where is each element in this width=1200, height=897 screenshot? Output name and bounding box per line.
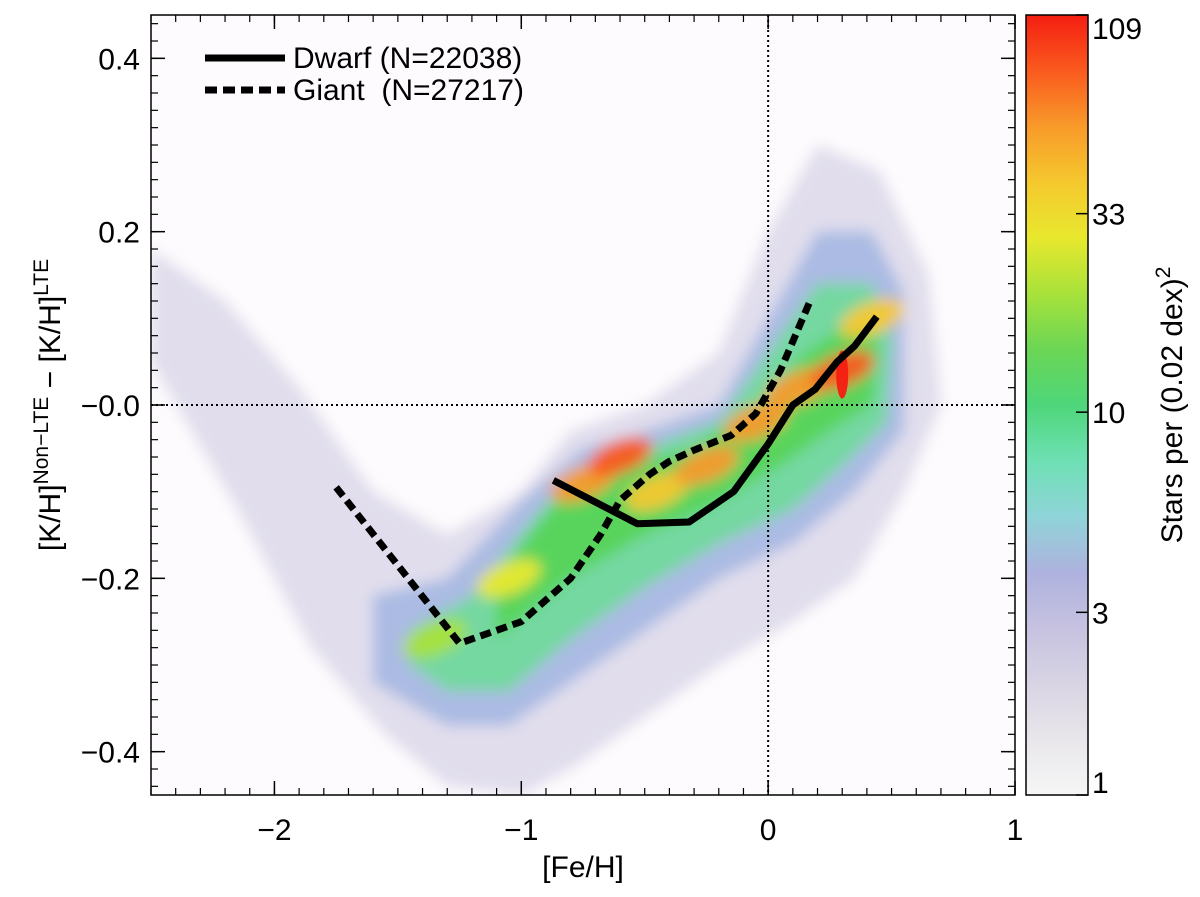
y-axis-title-sup-2: LTE <box>30 259 53 296</box>
colorbar-tick-label: 1 <box>1092 767 1109 800</box>
y-axis-title-part-2: − [K/H] <box>34 296 67 397</box>
density-blurred <box>151 145 941 795</box>
y-tick-label: −0.2 <box>81 563 140 596</box>
colorbar: 1 3 10 33 109 Stars per (0.02 dex)2 <box>1025 13 1189 800</box>
x-axis-title: [Fe/H] <box>542 851 624 884</box>
density-halo <box>151 145 941 795</box>
y-axis-title-sup-1: Non−LTE <box>30 397 53 485</box>
density-map <box>151 145 941 795</box>
series-line-giant <box>333 299 814 647</box>
density-peak <box>402 619 467 659</box>
series-line-dwarf <box>551 314 880 528</box>
colorbar-title: Stars per (0.02 dex)2 <box>1152 267 1189 544</box>
colorbar-gradient <box>1026 15 1088 795</box>
y-axis-title: [K/H]Non−LTE − [K/H]LTE <box>30 259 67 551</box>
y-axis-title-part-1: [K/H] <box>34 484 67 551</box>
colorbar-tick-label: 10 <box>1092 397 1125 430</box>
colorbar-title-sup: 2 <box>1152 267 1175 279</box>
density-peak <box>587 437 653 477</box>
colorbar-tick-label: 33 <box>1092 199 1125 232</box>
legend-dwarf-label: Dwarf (N=22038) <box>293 42 522 75</box>
colorbar-tick-label: 3 <box>1092 597 1109 630</box>
x-tick-label: 0 <box>760 814 777 847</box>
colorbar-ticks: 1 3 10 33 109 <box>1076 13 1142 800</box>
x-tick-label: 1 <box>1007 814 1024 847</box>
y-tick-label: −0.4 <box>81 737 140 770</box>
legend: Dwarf (N=22038) Giant (N=27217) <box>205 42 524 107</box>
series-lines <box>333 299 880 647</box>
colorbar-title-text: Stars per (0.02 dex) <box>1156 278 1189 543</box>
colorbar-frame <box>1025 14 1089 796</box>
colorbar-tick-label: 109 <box>1092 13 1142 46</box>
x-tick-label: −1 <box>504 814 538 847</box>
y-tick-label: 0.4 <box>98 43 140 76</box>
x-tick-label: −2 <box>257 814 291 847</box>
reference-lines <box>151 15 1015 795</box>
y-tick-label: 0.2 <box>98 217 140 250</box>
y-tick-label: −0.0 <box>81 390 140 423</box>
density-peak <box>674 446 739 486</box>
legend-giant-label: Giant (N=27217) <box>293 74 524 107</box>
density-peak <box>476 558 542 598</box>
axes: −2 −1 0 1 −0.4 −0.2 −0.0 0.2 0.4 <box>81 15 1024 847</box>
